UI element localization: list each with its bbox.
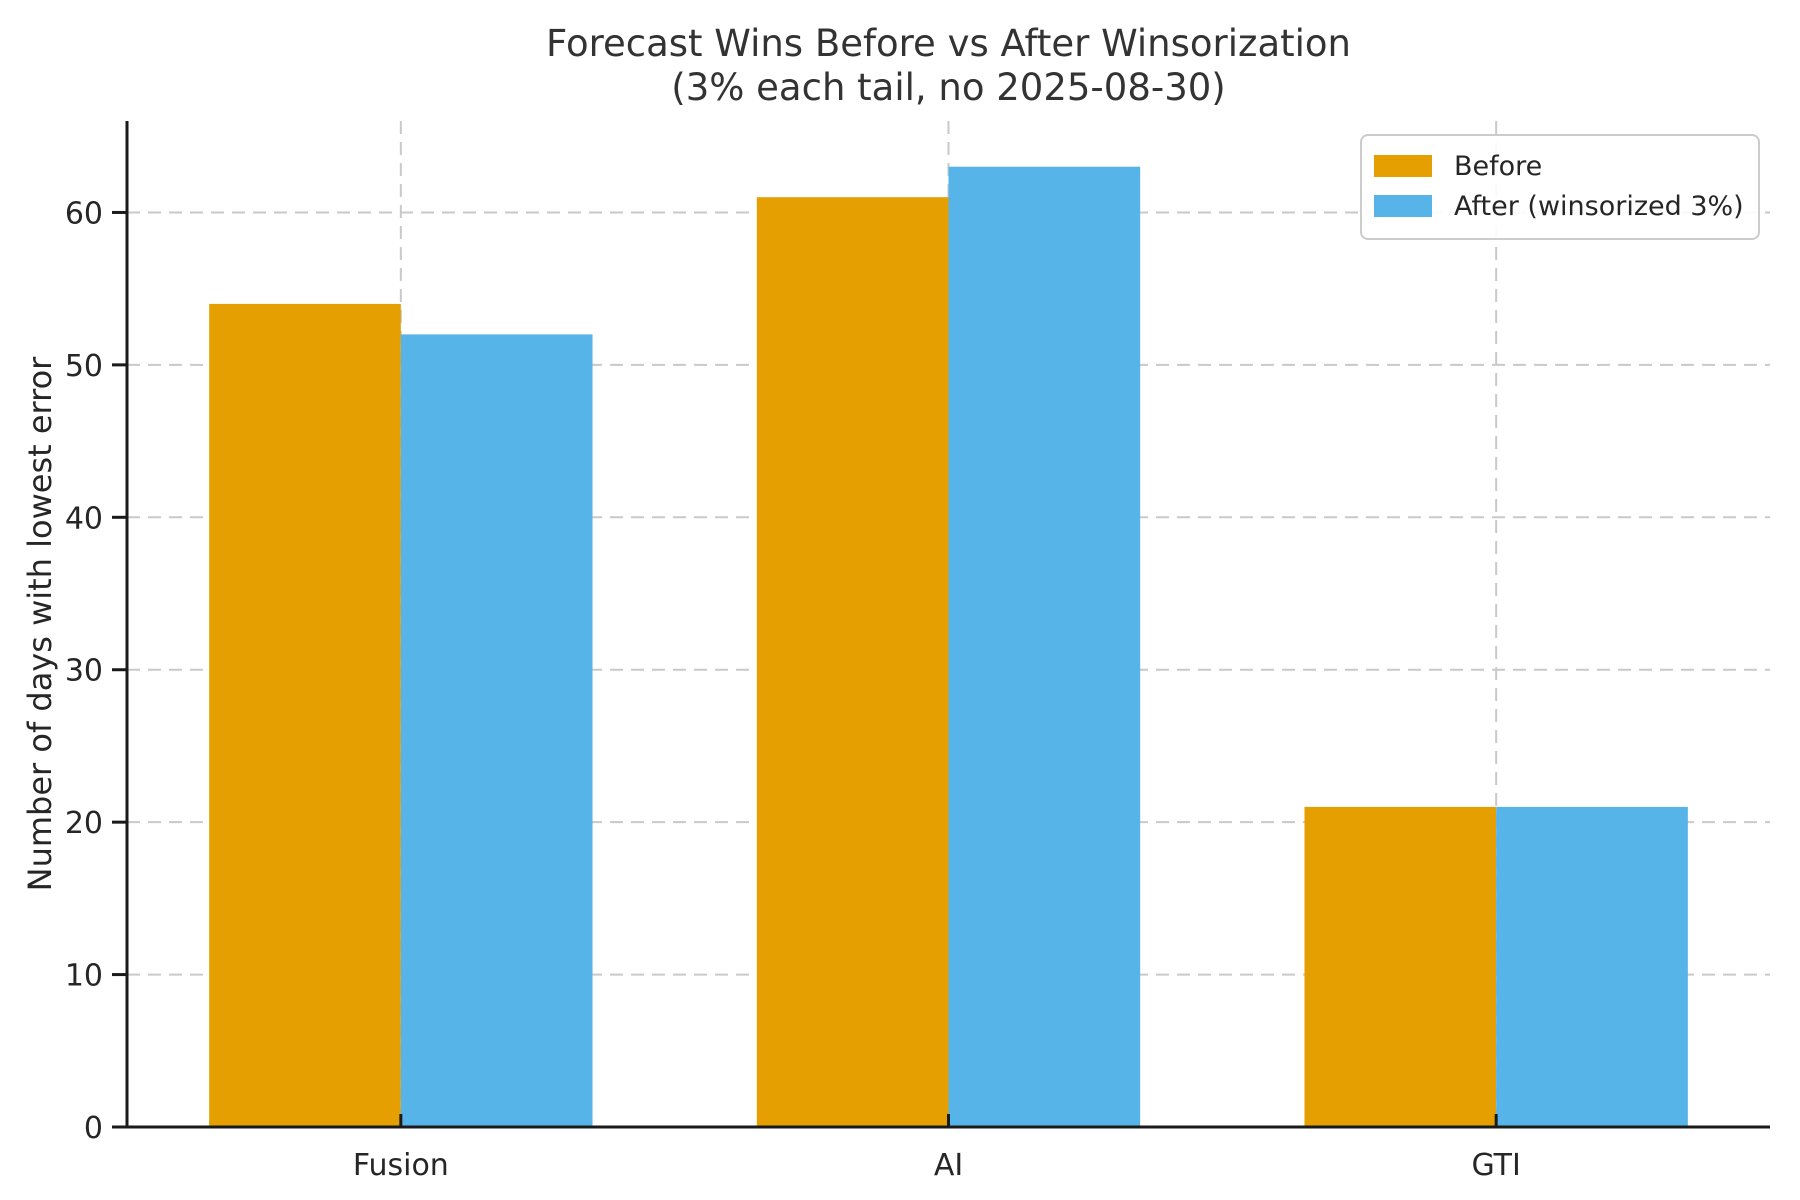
y-tick-label-50: 50 <box>65 349 103 384</box>
y-tick-label-10: 10 <box>65 959 103 994</box>
bar-fusion-after <box>400 334 593 1128</box>
y-tick-label-40: 40 <box>65 501 103 536</box>
x-tick-label-fusion: Fusion <box>353 1148 449 1183</box>
bar-ai-after <box>948 166 1141 1127</box>
x-tick-label-gti: GTI <box>1471 1148 1520 1183</box>
legend-item-after: After (winsorized 3%) <box>1374 186 1746 226</box>
legend-item-before: Before <box>1374 146 1746 186</box>
bar-fusion-before <box>209 303 401 1128</box>
legend-label-after: After (winsorized 3%) <box>1454 190 1744 222</box>
x-tick-label-ai: AI <box>934 1148 963 1183</box>
legend-swatch-after <box>1374 195 1432 217</box>
bar-ai-before <box>756 197 949 1127</box>
bar-gti-after <box>1496 806 1688 1127</box>
y-tick-label-20: 20 <box>65 806 103 841</box>
legend-label-before: Before <box>1454 150 1543 182</box>
y-tick-label-0: 0 <box>84 1111 103 1146</box>
y-tick-label-60: 60 <box>65 196 103 231</box>
legend-swatch-before <box>1374 155 1432 177</box>
legend: Before After (winsorized 3%) <box>1360 134 1760 240</box>
bar-gti-before <box>1304 806 1497 1127</box>
y-tick-label-30: 30 <box>65 654 103 689</box>
